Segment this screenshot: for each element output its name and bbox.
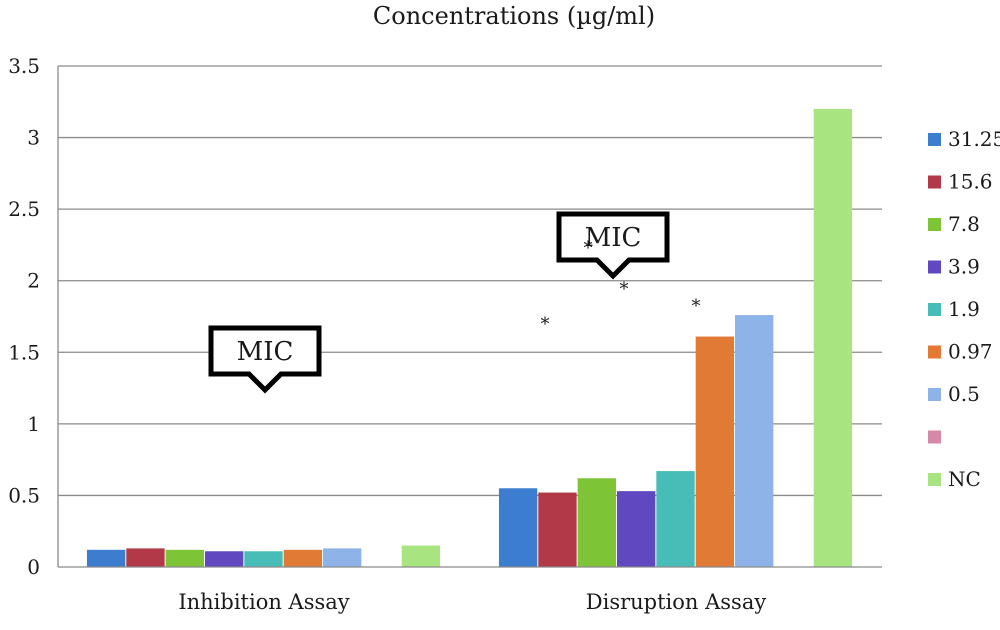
bar: [204, 551, 244, 567]
legend-label: 0.97: [948, 340, 993, 364]
bar: [165, 549, 204, 567]
legend-label: 15.6: [948, 170, 993, 194]
bar: [735, 315, 774, 567]
mic-callout: [208, 325, 322, 394]
y-tick-label: 3: [27, 126, 40, 150]
bar: [401, 545, 441, 567]
chart-title: Concentrations (µg/ml): [373, 2, 655, 30]
y-tick-label: 2.5: [8, 197, 40, 221]
grid-lines: [58, 65, 882, 497]
bar: [283, 549, 323, 567]
bar: [616, 491, 656, 567]
y-tick-label: 1: [27, 412, 40, 436]
legend-swatch: [928, 260, 941, 274]
bar: [498, 488, 538, 567]
significance-star: *: [692, 296, 701, 317]
axes: 0 0.5 1 1.5 2 2.5 3 3.5 Inhibition Assay Disrupti…: [8, 54, 882, 614]
bar: [323, 548, 362, 567]
legend-swatch: [928, 430, 941, 444]
y-tick-label: 2: [27, 269, 40, 293]
legend-swatch: [928, 345, 941, 359]
mic-label: MIC: [585, 223, 642, 253]
mic-label: MIC: [237, 337, 294, 367]
legend-swatch: [928, 218, 941, 231]
significance-star: *: [541, 314, 550, 335]
legend-label: 31.25: [948, 127, 1000, 151]
y-tick-label: 0.5: [8, 483, 40, 507]
legend-label: 3.9: [948, 255, 980, 279]
x-tick-label: Inhibition Assay: [178, 590, 349, 614]
significance-star: *: [584, 238, 593, 259]
legend-swatch: [928, 303, 941, 316]
bar: [577, 478, 616, 567]
bar: [86, 549, 126, 567]
x-tick-label: Disruption Assay: [586, 590, 767, 614]
bar: [538, 492, 577, 567]
legend-swatch: [928, 473, 941, 486]
legend-swatch: [928, 388, 941, 401]
bar: [656, 471, 695, 567]
legend-swatch: [928, 133, 941, 146]
bar: [244, 551, 283, 567]
y-tick-label: 0: [27, 555, 40, 579]
legend-label: 1.9: [948, 297, 980, 321]
bar: [126, 548, 165, 567]
legend-label: 7.8: [948, 212, 980, 236]
bar: [813, 108, 853, 567]
bar: [695, 336, 735, 567]
legend-label: NC: [948, 467, 981, 491]
legend-swatch: [928, 175, 941, 189]
legend-label: 0.5: [948, 382, 980, 406]
y-tick-label: 3.5: [8, 54, 40, 78]
y-tick-label: 1.5: [8, 340, 40, 364]
legend: 31.25 15.6 7.8 3.9 1.9 0.97 0.5 NC: [928, 127, 1000, 491]
bars: [86, 108, 853, 567]
significance-star: *: [620, 279, 629, 300]
mic-callout: [556, 211, 670, 280]
